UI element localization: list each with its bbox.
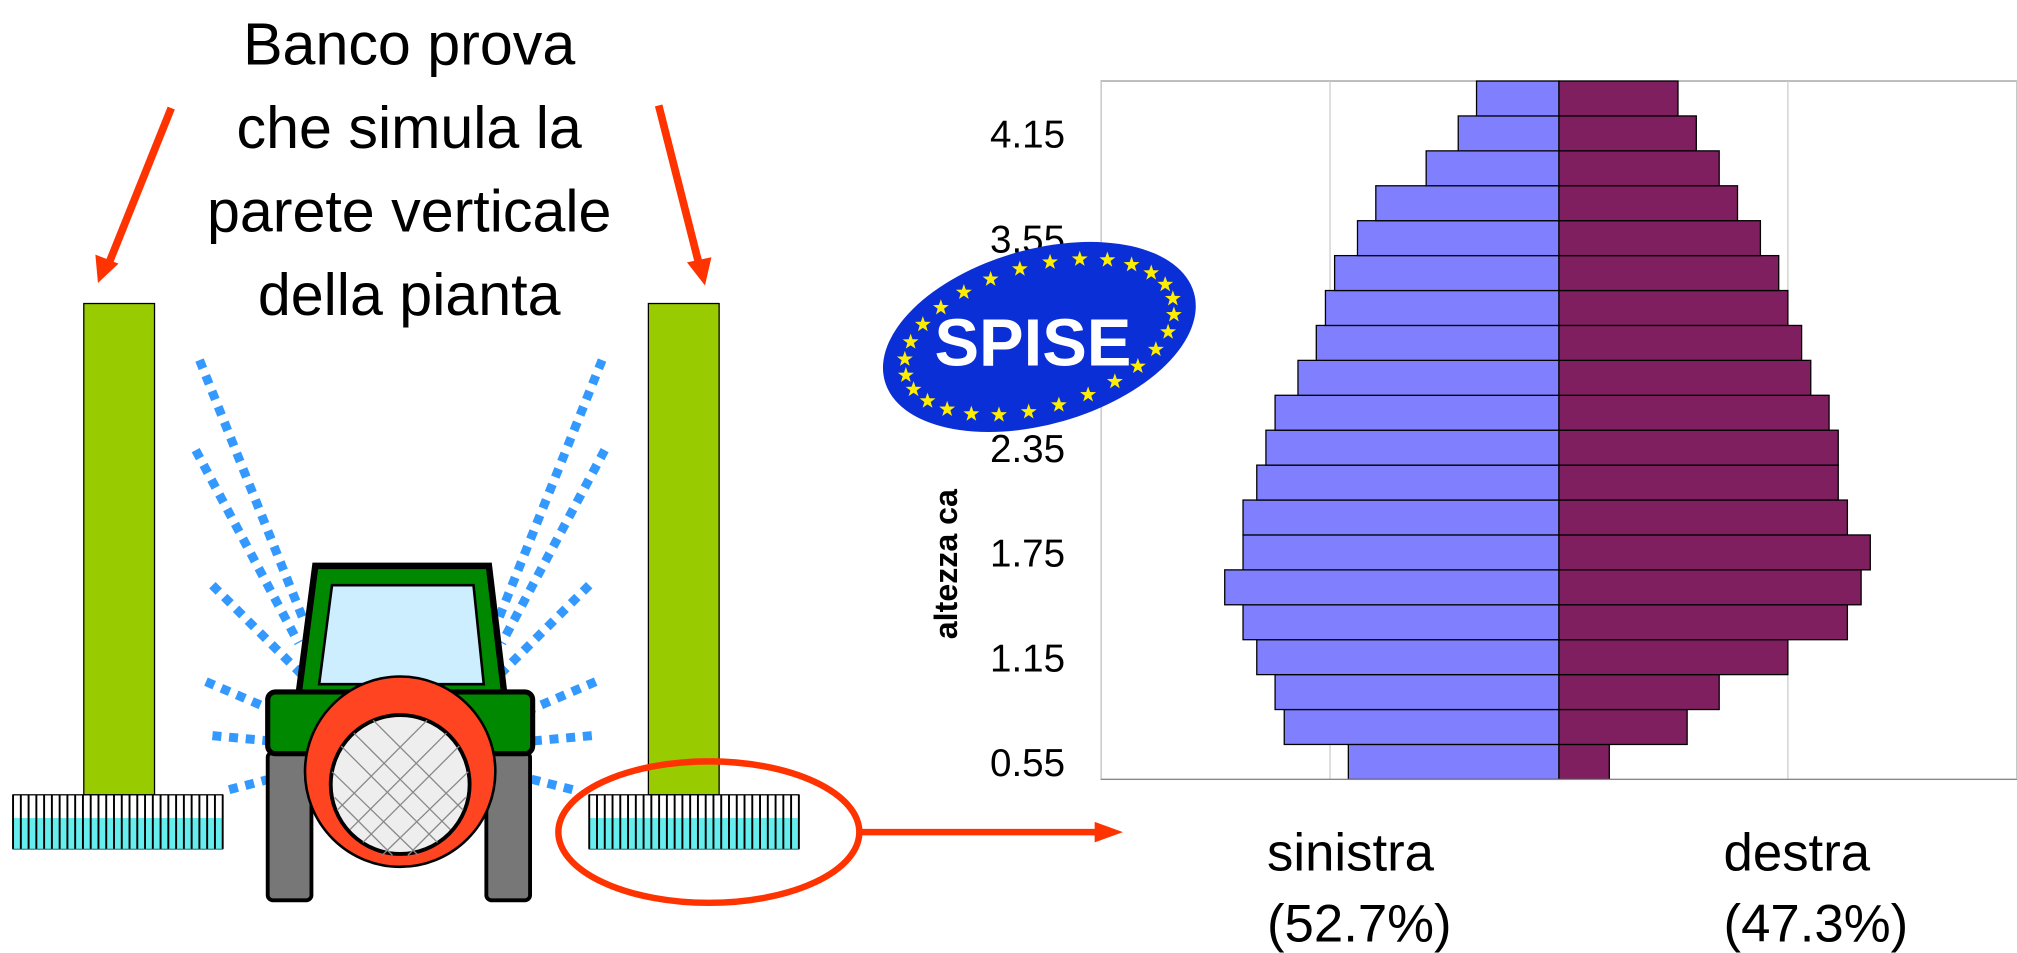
bar: [1559, 605, 1847, 640]
bar: [1348, 744, 1559, 779]
bar: [1325, 291, 1559, 326]
bar: [1559, 291, 1788, 326]
bar: [1559, 186, 1738, 221]
bar: [1266, 430, 1559, 465]
bar: [1225, 570, 1559, 605]
title-line: che simula la: [237, 94, 582, 161]
bar: [1559, 221, 1760, 256]
y-tick-label: 1.15: [990, 637, 1065, 680]
title-line: della pianta: [258, 261, 561, 328]
bar: [1559, 675, 1719, 710]
arrow: [659, 105, 700, 267]
bar: [1559, 81, 1678, 116]
y-axis-label: altezza ca: [928, 488, 964, 639]
bar: [1357, 221, 1558, 256]
diagram-title: Banco prova che simula la parete verticale…: [207, 10, 611, 328]
bar: [1559, 535, 1870, 570]
test-bench-diagram: Banco prova che simula la parete verticale…: [13, 10, 1123, 903]
bar: [1426, 151, 1559, 186]
bar: [1559, 465, 1838, 500]
bar: [1275, 675, 1559, 710]
bar: [1559, 570, 1861, 605]
bar: [1559, 500, 1847, 535]
spray-line: [200, 360, 303, 617]
arrow: [108, 108, 171, 265]
y-tick-label: 1.75: [990, 533, 1065, 576]
legend-name: destra: [1724, 824, 1871, 883]
bar: [1559, 360, 1811, 395]
title-line: parete verticale: [207, 177, 611, 244]
bar: [1376, 186, 1559, 221]
legend-share: (52.7%): [1267, 894, 1452, 953]
y-tick-label: 0.55: [990, 742, 1065, 785]
bar: [1257, 640, 1559, 675]
legend-share: (47.3%): [1724, 894, 1909, 953]
bar: [1559, 151, 1719, 186]
bar: [1275, 395, 1559, 430]
arrow-head: [1095, 822, 1123, 843]
y-tick-label: 2.35: [990, 428, 1065, 471]
bar: [1257, 465, 1559, 500]
title-line: Banco prova: [243, 10, 575, 77]
bar: [1243, 535, 1559, 570]
bar: [1559, 744, 1609, 779]
bar: [1477, 81, 1559, 116]
bar: [1284, 710, 1559, 745]
legend-name: sinistra: [1267, 824, 1435, 883]
bar: [1458, 116, 1559, 151]
logo-text: SPISE: [934, 305, 1131, 380]
bar: [1559, 430, 1838, 465]
wall-column: [648, 304, 719, 795]
bar: [1243, 500, 1559, 535]
bar: [1559, 710, 1687, 745]
bar: [1559, 116, 1696, 151]
bar: [1559, 256, 1779, 291]
bar: [1243, 605, 1559, 640]
bar: [1298, 360, 1559, 395]
slide: Banco prova che simula la parete verticale…: [0, 0, 2017, 953]
bar: [1559, 325, 1802, 360]
bar: [1559, 395, 1829, 430]
bar: [1316, 325, 1559, 360]
page: {"diagram":{"title_lines":["Banco prova"…: [0, 0, 2017, 953]
arrow-head: [687, 257, 711, 285]
spray-line: [196, 450, 299, 643]
spray-line: [502, 450, 605, 643]
y-tick-label: 4.15: [990, 114, 1065, 157]
tractor: [268, 566, 533, 900]
spray-line: [499, 360, 602, 617]
bar: [1335, 256, 1559, 291]
wall-column: [84, 304, 155, 795]
bar: [1559, 640, 1788, 675]
